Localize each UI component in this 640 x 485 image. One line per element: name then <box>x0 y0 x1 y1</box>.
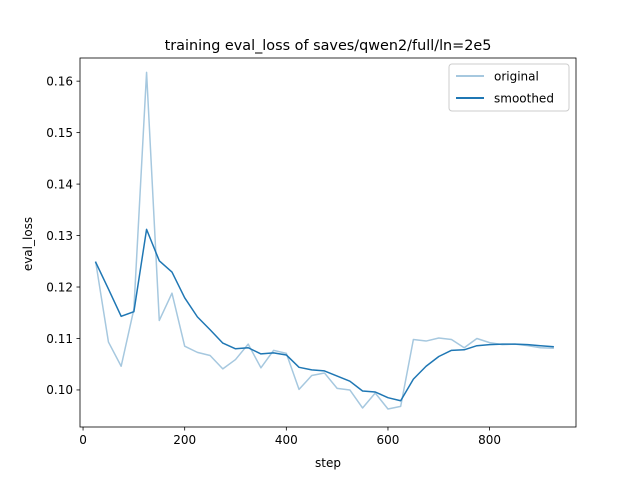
y-tick-label: 0.11 <box>46 332 73 346</box>
chart-title: training eval_loss of saves/qwen2/full/l… <box>165 38 492 54</box>
y-tick-label: 0.12 <box>46 280 73 294</box>
y-tick-label: 0.16 <box>46 74 73 88</box>
x-tick-label: 600 <box>377 433 400 447</box>
legend-label-original: original <box>494 70 539 84</box>
legend: original smoothed <box>448 63 570 112</box>
y-tick-label: 0.15 <box>46 126 73 140</box>
legend-label-smoothed: smoothed <box>494 92 554 106</box>
x-axis-label: step <box>315 456 341 470</box>
x-tick-label: 0 <box>79 433 87 447</box>
y-tick-label: 0.14 <box>46 177 73 191</box>
x-tick-label: 800 <box>478 433 501 447</box>
y-axis-label: eval_loss <box>21 217 35 271</box>
y-tick-label: 0.13 <box>46 229 73 243</box>
series-line-smoothed <box>94 228 554 402</box>
x-tick-label: 200 <box>173 433 196 447</box>
axes: 0 200 400 600 800 0.10 0.11 0.12 0.13 0.14 0.15 0.1… <box>46 57 577 447</box>
x-tick-label: 400 <box>275 433 298 447</box>
series-line-original <box>94 71 554 410</box>
axes-frame <box>79 57 577 428</box>
y-tick-label: 0.10 <box>46 383 73 397</box>
plot-area <box>94 71 554 410</box>
